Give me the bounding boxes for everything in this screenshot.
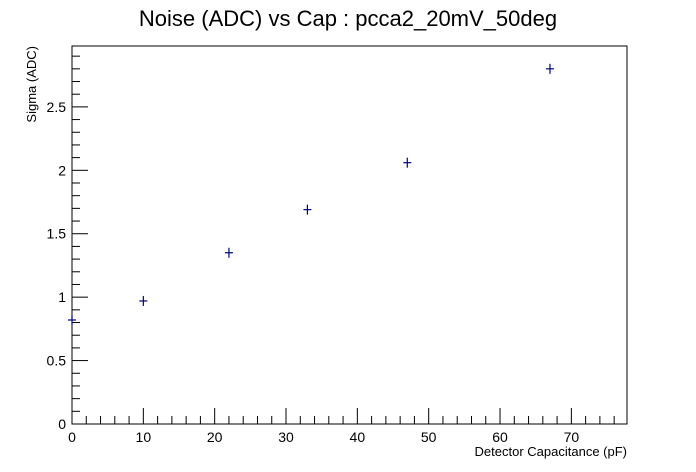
- y-tick-label: 2.5: [47, 99, 67, 115]
- data-point: [224, 247, 233, 258]
- x-tick-label: 30: [278, 429, 294, 445]
- data-point: [139, 295, 148, 306]
- x-tick-label: 0: [68, 429, 76, 445]
- y-tick-label: 1: [58, 289, 66, 305]
- y-tick-label: 1.5: [47, 226, 67, 242]
- x-tick-label: 70: [564, 429, 580, 445]
- y-tick-label: 0.5: [47, 353, 67, 369]
- y-tick-label: 2: [58, 162, 66, 178]
- x-tick-label: 40: [350, 429, 366, 445]
- data-point: [68, 314, 76, 325]
- y-axis-label: Sigma (ADC): [24, 46, 39, 123]
- data-point: [303, 204, 312, 215]
- chart-title: Noise (ADC) vs Cap : pcca2_20mV_50deg: [139, 6, 557, 31]
- x-tick-label: 50: [421, 429, 437, 445]
- data-point: [403, 157, 412, 168]
- x-axis-label: Detector Capacitance (pF): [475, 444, 627, 459]
- x-tick-label: 10: [136, 429, 152, 445]
- x-tick-label: 60: [492, 429, 508, 445]
- y-tick-label: 0: [58, 416, 66, 432]
- plot-frame: [71, 45, 628, 425]
- data-point: [545, 63, 554, 74]
- x-tick-label: 20: [207, 429, 223, 445]
